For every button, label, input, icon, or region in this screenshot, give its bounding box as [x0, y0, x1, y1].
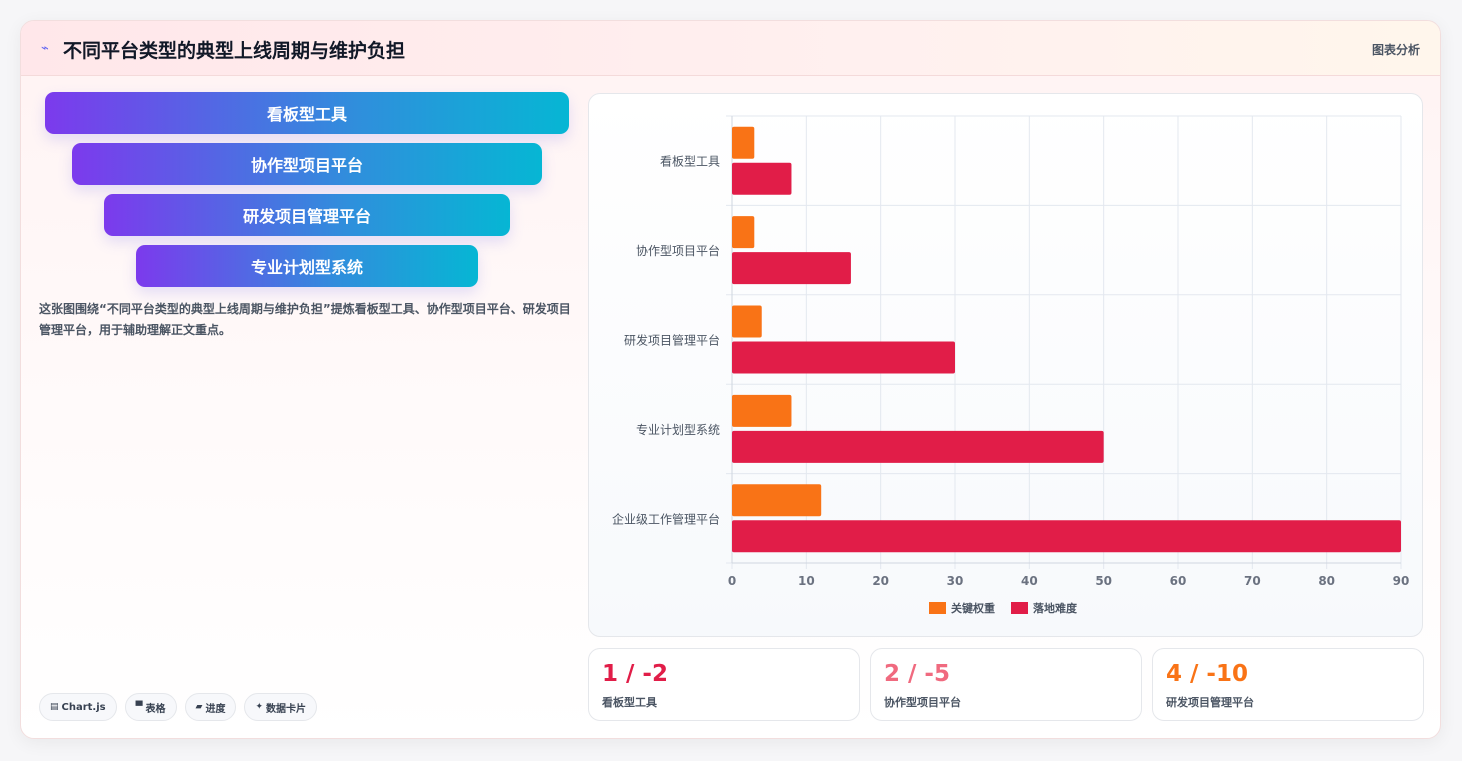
x-tick-label: 70 [1244, 574, 1261, 588]
y-tick-label: 专业计划型系统 [636, 422, 720, 437]
bar-difficulty [732, 520, 1401, 553]
x-tick-label: 90 [1393, 574, 1410, 588]
chart-icon: ▤ [50, 702, 59, 712]
trend-icon: ⌁ [41, 41, 49, 56]
progress-icon: ▰ [195, 702, 203, 712]
card-header: ⌁ 不同平台类型的典型上线周期与维护负担 图表分析 [21, 21, 1440, 76]
x-tick-label: 10 [798, 574, 815, 588]
funnel-item-planning: 专业计划型系统 [136, 245, 478, 287]
bar-weight [732, 305, 762, 338]
table-icon: ▀ [135, 702, 143, 712]
bar-difficulty [732, 341, 955, 374]
tag-label: 数据卡片 [266, 703, 307, 715]
stat-card-collab: 2 / -5 协作型项目平台 [870, 648, 1142, 721]
x-tick-label: 20 [872, 574, 889, 588]
stat-value: 2 / -5 [884, 661, 950, 687]
chart-description: 这张图围绕“不同平台类型的典型上线周期与维护负担”提炼看板型工具、协作型项目平台… [39, 302, 571, 337]
x-tick-label: 0 [728, 574, 736, 588]
x-tick-label: 80 [1318, 574, 1335, 588]
tag-list: ▤ Chart.js ▀ 表格 ▰ 进度 ✦ 数据卡片 [39, 693, 318, 721]
tag-label: Chart.js [61, 701, 106, 713]
stat-label: 看板型工具 [602, 696, 657, 709]
y-tick-label: 研发项目管理平台 [624, 333, 720, 348]
y-tick-label: 企业级工作管理平台 [612, 511, 720, 526]
bar-difficulty [732, 430, 1104, 463]
tag-label: 进度 [205, 703, 226, 715]
tag-table[interactable]: ▀ 表格 [124, 693, 177, 721]
y-tick-label: 协作型项目平台 [636, 243, 720, 258]
bar-difficulty [732, 252, 851, 285]
x-tick-label: 60 [1170, 574, 1187, 588]
x-tick-label: 50 [1095, 574, 1112, 588]
legend-swatch [1011, 602, 1028, 614]
x-tick-label: 30 [947, 574, 964, 588]
bar-difficulty [732, 162, 792, 195]
stat-label: 研发项目管理平台 [1166, 696, 1254, 709]
tag-progress[interactable]: ▰ 进度 [184, 693, 237, 721]
bar-chart-panel: 0 10 20 30 40 50 60 70 80 90 看板型工具协作型项目平台研发项目管理平台专… [588, 93, 1423, 637]
stat-card-kanban: 1 / -2 看板型工具 [588, 648, 860, 721]
tag-label: 表格 [145, 703, 166, 715]
chart-card: ⌁ 不同平台类型的典型上线周期与维护负担 图表分析 看板型工具 协作型项目平台 … [20, 20, 1441, 739]
sparkle-icon: ✦ [255, 702, 264, 712]
stat-label: 协作型项目平台 [884, 696, 961, 709]
x-tick-label: 40 [1021, 574, 1038, 588]
chart-analysis-label: 图表分析 [1371, 43, 1420, 57]
stat-card-rnd: 4 / -10 研发项目管理平台 [1152, 648, 1424, 721]
funnel-item-kanban: 看板型工具 [45, 92, 569, 134]
legend-label: 落地难度 [1033, 601, 1078, 615]
bar-weight [732, 484, 822, 517]
bar-weight [732, 216, 755, 249]
stat-value: 4 / -10 [1166, 661, 1248, 687]
page-title: 不同平台类型的典型上线周期与维护负担 [63, 40, 406, 62]
legend-swatch [929, 602, 946, 614]
stat-value: 1 / -2 [602, 661, 668, 687]
tag-data-card[interactable]: ✦ 数据卡片 [244, 693, 318, 721]
legend-label: 关键权重 [951, 601, 995, 615]
bar-chart: 0 10 20 30 40 50 60 70 80 90 看板型工具协作型项目平台研发项目管理平台专… [612, 115, 1410, 615]
bar-weight [732, 126, 755, 159]
bar-weight [732, 394, 792, 427]
funnel-item-rnd: 研发项目管理平台 [104, 194, 510, 236]
tag-chartjs[interactable]: ▤ Chart.js [39, 693, 117, 721]
funnel-item-collab: 协作型项目平台 [72, 143, 542, 185]
y-tick-label: 看板型工具 [660, 155, 720, 169]
